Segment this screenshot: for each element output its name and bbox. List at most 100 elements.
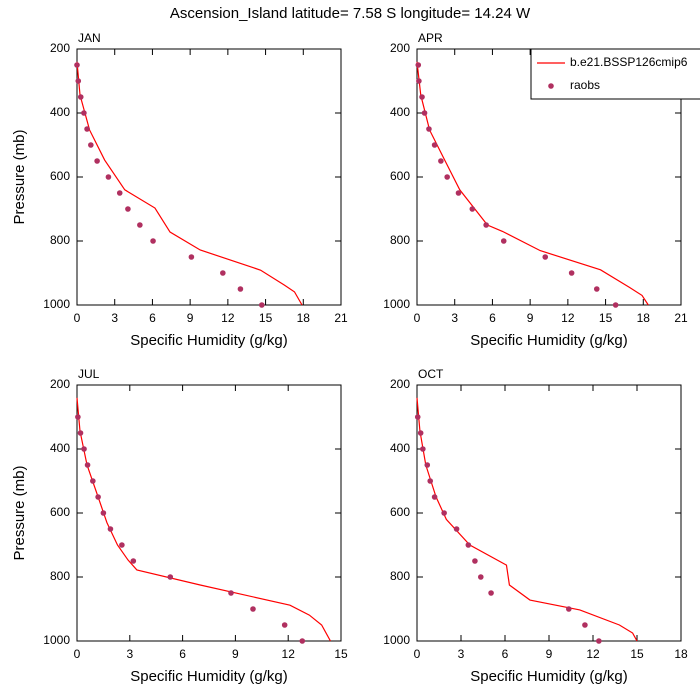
model-line [76,61,303,306]
figure-title: Ascension_Island latitude= 7.58 S longit… [170,5,531,22]
y-tick-label: 800 [50,569,70,583]
obs-point [237,286,244,292]
obs-point [453,526,460,532]
obs-point [421,110,428,116]
obs-point [107,526,114,532]
obs-point [488,590,494,596]
obs-point [100,510,107,516]
x-tick-label: 21 [334,311,348,325]
panel-label: OCT [418,367,444,381]
y-tick-label: 800 [50,233,70,247]
obs-point [94,158,100,164]
obs-point [188,254,195,260]
x-tick-label: 15 [599,311,613,325]
y-tick-label: 600 [390,169,410,183]
obs-point [415,62,422,68]
obs-point [420,446,426,452]
obs-point [119,542,125,548]
model-line [76,397,331,642]
obs-point [414,414,421,420]
obs-point [81,446,87,452]
obs-point [130,558,137,564]
obs-point [472,558,478,564]
x-axis-label: Specific Humidity (g/kg) [470,332,628,349]
obs-point [84,462,91,468]
obs-point [465,542,472,548]
obs-point [75,414,81,420]
obs-point [483,222,489,228]
obs-point [116,190,123,196]
x-tick-label: 9 [527,311,534,325]
obs-point [250,606,256,612]
obs-point [150,238,156,244]
y-tick-label: 800 [390,233,410,247]
obs-point [167,574,174,580]
obs-point [593,286,600,292]
obs-point [137,222,143,228]
y-tick-label: 1000 [383,633,410,647]
x-axis-label: Specific Humidity (g/kg) [130,332,288,349]
x-tick-label: 0 [74,647,81,661]
x-tick-label: 15 [630,647,644,661]
x-tick-label: 18 [674,647,688,661]
obs-point [228,590,234,596]
obs-point [426,126,432,132]
y-tick-label: 400 [50,441,70,455]
obs-point [582,622,588,628]
obs-point [281,622,288,628]
obs-point [455,190,462,196]
obs-point [419,94,425,100]
obs-point [438,158,444,164]
obs-point [431,494,438,500]
y-tick-label: 200 [50,377,70,391]
obs-point [444,174,450,180]
x-tick-label: 3 [451,311,458,325]
y-tick-label: 200 [390,41,410,55]
obs-point [596,638,602,644]
x-tick-label: 3 [111,311,118,325]
obs-point [469,206,476,212]
panel-label: JAN [78,31,101,45]
obs-point [431,142,438,148]
x-tick-label: 3 [126,647,133,661]
y-axis-label: Pressure (mb) [11,129,28,224]
obs-point [259,302,265,308]
y-tick-label: 400 [50,105,70,119]
x-tick-label: 9 [546,647,553,661]
plot-frame [76,384,342,642]
obs-point [427,478,434,484]
y-axis-label: Pressure (mb) [11,465,28,560]
x-tick-label: 0 [74,311,81,325]
obs-point [478,574,484,580]
x-tick-label: 6 [149,311,156,325]
obs-point [299,638,306,644]
x-tick-label: 6 [502,647,509,661]
x-tick-label: 15 [259,311,273,325]
x-axis-label: Specific Humidity (g/kg) [130,668,288,685]
x-tick-label: 15 [334,647,348,661]
obs-point [77,430,84,436]
x-tick-label: 9 [187,311,194,325]
x-tick-label: 21 [674,311,688,325]
obs-point [568,270,575,276]
legend-label: raobs [570,78,600,92]
legend-box [530,48,700,100]
legend-marker [548,83,554,89]
obs-point [500,238,507,244]
x-tick-label: 0 [414,311,421,325]
model-line [416,61,649,306]
obs-point [105,174,112,180]
x-tick-label: 12 [282,647,296,661]
x-tick-label: 9 [232,647,239,661]
y-tick-label: 1000 [43,297,70,311]
obs-point [566,606,572,612]
y-tick-label: 600 [390,505,410,519]
x-tick-label: 6 [489,311,496,325]
obs-point [416,78,422,84]
obs-point [125,206,131,212]
x-axis-label: Specific Humidity (g/kg) [470,668,628,685]
x-tick-label: 3 [458,647,465,661]
plot-frame [416,384,682,642]
